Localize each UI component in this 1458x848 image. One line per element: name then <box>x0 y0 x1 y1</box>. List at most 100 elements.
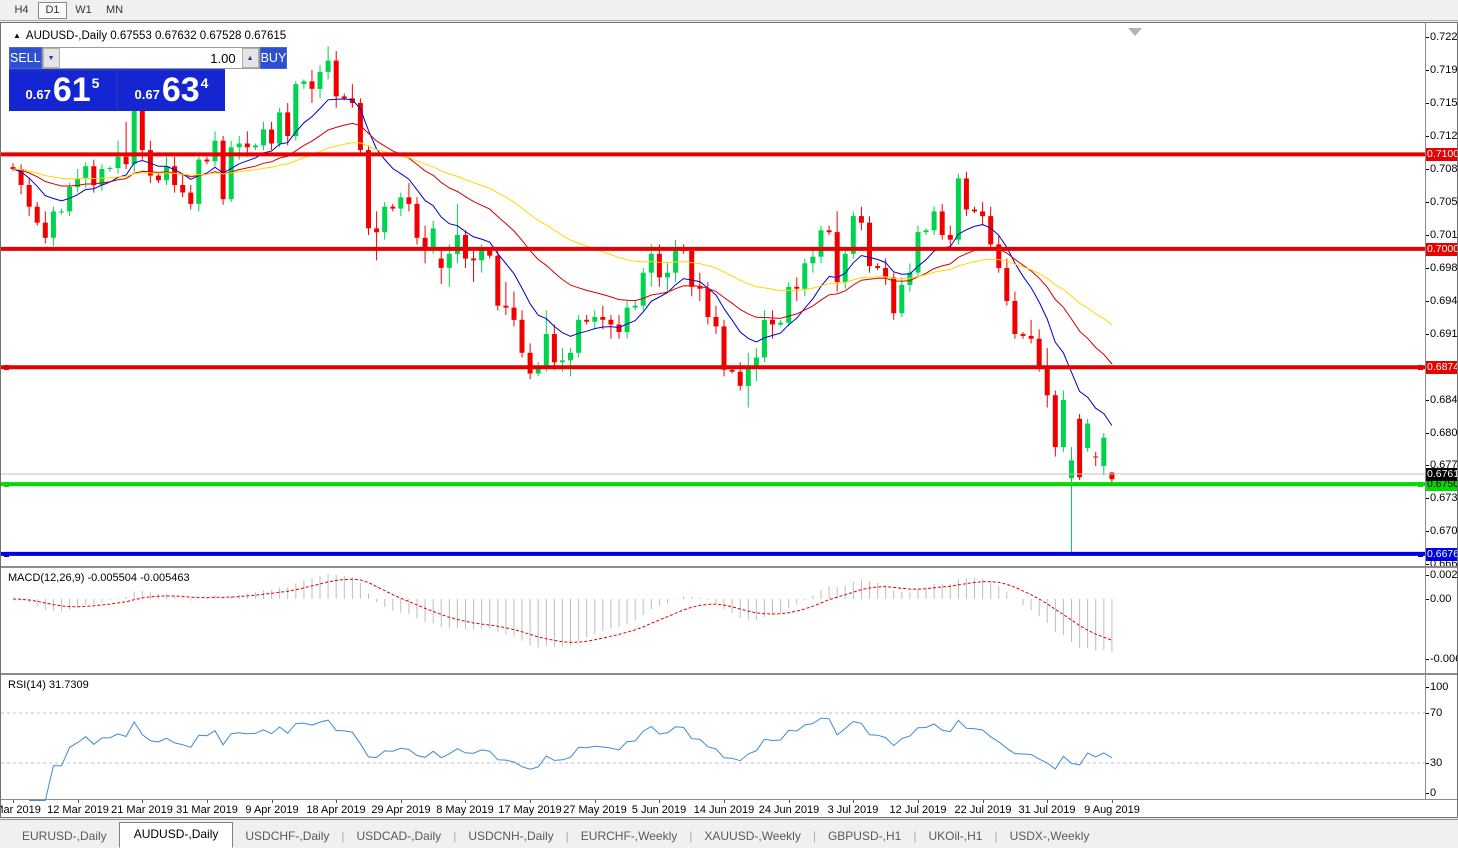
timeframe-button-h4[interactable]: H4 <box>7 1 36 19</box>
horizontal-level-line[interactable] <box>1 246 1425 253</box>
chart-window[interactable]: 0.72250 0.71900 0.71550 0.71200 0.70850 0.705… <box>0 22 1458 818</box>
time-axis-tick <box>1047 800 1048 803</box>
time-axis-label: 3 Jul 2019 <box>827 804 879 816</box>
level-price-badge: 0.70002 <box>1426 243 1457 256</box>
chart-tab-bar: EURUSD-,Daily AUDUSD-,Daily USDCHF-,Daily |… <box>0 819 1458 848</box>
price-chart-canvas[interactable] <box>1 23 1425 818</box>
time-axis-tick <box>853 800 854 803</box>
time-axis-tick <box>142 800 143 803</box>
chart-tab-eurchf-weekly[interactable]: EURCHF-,Weekly <box>580 829 678 843</box>
time-axis-label: 24 Jun 2019 <box>758 804 820 816</box>
level-line-handle[interactable] <box>1418 552 1423 557</box>
pane-splitter-rsi[interactable] <box>1 673 1457 675</box>
time-axis-label: 18 Apr 2019 <box>306 804 366 816</box>
price-axis-tick: 0.71200 <box>1425 130 1457 143</box>
chart-tab-usdchf-daily[interactable]: USDCHF-,Daily <box>245 829 330 843</box>
chart-tab-ukoil-h1[interactable]: UKOil-,H1 <box>928 829 983 843</box>
horizontal-level-line[interactable] <box>1 551 1425 558</box>
sell-price-sup: 5 <box>91 75 100 91</box>
price-axis-tick: 0.69100 <box>1425 328 1457 341</box>
price-axis-tick: 0.69800 <box>1425 262 1457 275</box>
price-axis-tick: 0.67010 <box>1425 525 1457 538</box>
chart-shift-marker-icon[interactable] <box>1128 28 1142 36</box>
volume-increase-button[interactable]: ▲ <box>241 48 259 68</box>
price-axis-tick: 0.70850 <box>1425 163 1457 176</box>
buy-price-prefix: 0.67 <box>134 87 160 102</box>
time-axis-tick <box>78 800 79 803</box>
chart-tab-audusd-daily[interactable]: AUDUSD-,Daily <box>118 822 234 848</box>
macd-axis-tick: 0.002574 <box>1425 569 1457 582</box>
time-axis-label: 29 Apr 2019 <box>371 804 431 816</box>
price-axis-tick: 0.67360 <box>1425 492 1457 505</box>
time-axis-label: 9 Apr 2019 <box>245 804 299 816</box>
rsi-indicator-label: RSI(14) 31.7309 <box>8 679 89 691</box>
horizontal-level-line[interactable] <box>1 364 1425 371</box>
sell-button[interactable]: SELL <box>9 47 42 69</box>
buy-button[interactable]: BUY <box>259 47 288 69</box>
price-axis-tick: 0.68050 <box>1425 427 1457 440</box>
sell-price-tile[interactable]: 0.67 61 5 <box>9 71 116 111</box>
buy-price-tile[interactable]: 0.67 63 4 <box>118 71 225 111</box>
time-axis-label: 17 May 2019 <box>498 804 562 816</box>
level-line-handle[interactable] <box>4 482 9 487</box>
price-axis-tick: 0.71900 <box>1425 64 1457 77</box>
time-axis-tick <box>530 800 531 803</box>
level-price-badge: 0.68746 <box>1426 361 1457 374</box>
timeframe-button-d1[interactable]: D1 <box>38 1 67 19</box>
rsi-axis-tick: 30 <box>1424 757 1443 769</box>
current-price-badge: 0.67615 <box>1426 468 1457 481</box>
price-axis-border <box>1425 23 1426 800</box>
level-line-handle[interactable] <box>4 365 9 370</box>
buy-price-big: 63 <box>161 71 200 109</box>
time-axis-tick <box>207 800 208 803</box>
volume-decrease-button[interactable]: ▼ <box>42 48 60 68</box>
level-line-handle[interactable] <box>1418 482 1423 487</box>
pane-splitter-macd[interactable] <box>1 566 1457 568</box>
chart-tab-gbpusd-h1[interactable]: GBPUSD-,H1 <box>827 829 902 843</box>
rsi-axis-tick: 70 <box>1424 707 1443 719</box>
time-axis-tick <box>983 800 984 803</box>
tab-separator: | <box>453 829 457 843</box>
time-axis-label: 9 Aug 2019 <box>1084 804 1140 816</box>
time-axis-tick <box>724 800 725 803</box>
time-axis-tick <box>659 800 660 803</box>
time-axis-tick <box>272 800 273 803</box>
level-line-handle[interactable] <box>4 552 9 557</box>
timeframe-button-mn[interactable]: MN <box>100 1 129 19</box>
time-axis-label: 21 Mar 2019 <box>111 804 173 816</box>
price-axis-tick: 0.69450 <box>1425 295 1457 308</box>
level-price-badge: 0.66767 <box>1426 548 1457 561</box>
macd-indicator-label: MACD(12,26,9) -0.005504 -0.005463 <box>8 572 190 584</box>
tab-separator: | <box>812 829 816 843</box>
sell-price-prefix: 0.67 <box>25 87 51 102</box>
chart-tab-xauusd-weekly[interactable]: XAUUSD-,Weekly <box>704 829 801 843</box>
time-axis-tick <box>789 800 790 803</box>
macd-axis-tick: 0.00 <box>1424 593 1452 605</box>
chart-tab-usdcnh-daily[interactable]: USDCNH-,Daily <box>468 829 554 843</box>
time-axis-tick <box>595 800 596 803</box>
time-axis-tick <box>13 800 14 803</box>
chart-tab-eurusd-daily[interactable]: EURUSD-,Daily <box>22 829 107 843</box>
horizontal-level-line[interactable] <box>1 481 1425 488</box>
time-axis-label: 5 Jun 2019 <box>631 804 687 816</box>
time-axis-label: 8 May 2019 <box>436 804 494 816</box>
chart-tab-usdcad-daily[interactable]: USDCAD-,Daily <box>356 829 442 843</box>
tab-separator: | <box>994 829 998 843</box>
tab-separator: | <box>565 829 569 843</box>
volume-input[interactable] <box>59 48 242 68</box>
time-axis-label: 22 Jul 2019 <box>954 804 1012 816</box>
chart-tab-usdx-weekly[interactable]: USDX-,Weekly <box>1009 829 1090 843</box>
symbol-collapse-icon[interactable]: ▲ <box>13 31 21 40</box>
one-click-trading-panel: SELL ▼ ▲ BUY 0.67 61 5 0.67 63 4 <box>9 47 288 111</box>
time-axis-label: 31 Mar 2019 <box>176 804 238 816</box>
sell-price-big: 61 <box>52 71 91 109</box>
level-line-handle[interactable] <box>1418 365 1423 370</box>
time-axis-label: 27 May 2019 <box>563 804 627 816</box>
price-axis-tick: 0.72250 <box>1425 31 1457 44</box>
price-axis-tick: 0.70500 <box>1425 196 1457 209</box>
timeframe-button-w1[interactable]: W1 <box>69 1 98 19</box>
tab-separator: | <box>689 829 693 843</box>
tab-separator: | <box>913 829 917 843</box>
horizontal-level-line[interactable] <box>1 151 1425 158</box>
